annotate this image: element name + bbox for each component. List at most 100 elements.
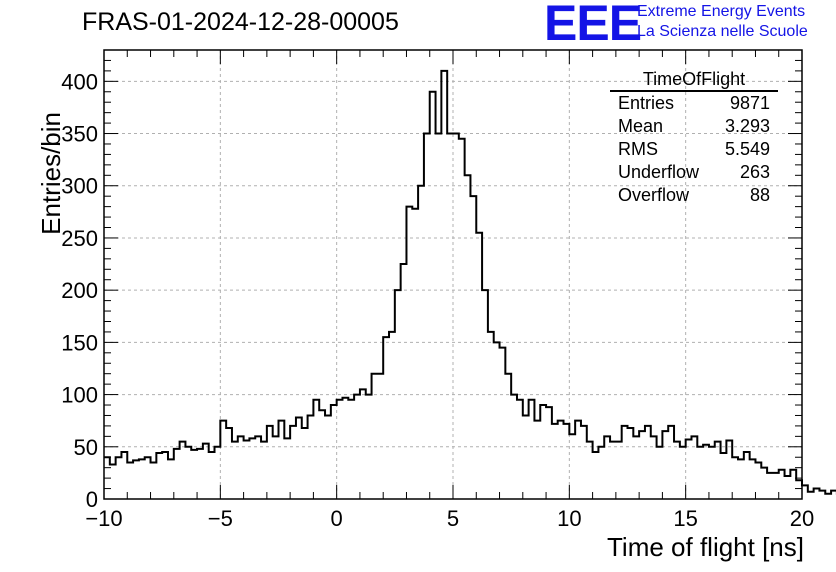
- histogram-bin: [569, 434, 575, 499]
- stats-row-rms: RMS 5.549: [610, 138, 778, 161]
- histogram-bin: [709, 447, 715, 499]
- histogram-bin: [587, 442, 593, 499]
- histogram-bin: [604, 436, 610, 499]
- histogram-bin: [773, 473, 779, 499]
- y-tick-label: 350: [61, 122, 98, 147]
- stats-value: 5.549: [724, 139, 770, 159]
- histogram-bin: [127, 462, 133, 499]
- stats-row-mean: Mean 3.293: [610, 115, 778, 138]
- stats-value: 3.293: [724, 116, 770, 136]
- histogram-bin: [209, 452, 215, 499]
- stats-row-underflow: Underflow 263: [610, 161, 778, 184]
- histogram-bin: [459, 139, 465, 499]
- histogram-bin: [825, 494, 831, 499]
- histogram-bin: [191, 450, 197, 499]
- axes: [103, 49, 803, 500]
- histogram-bin: [366, 395, 372, 499]
- histogram-bin: [436, 134, 442, 499]
- histogram-bin: [546, 407, 552, 499]
- histogram-bin: [697, 447, 703, 499]
- histogram-bin: [726, 441, 732, 499]
- histogram-bin: [610, 442, 616, 499]
- histogram-bin: [447, 134, 453, 499]
- histogram-bin: [575, 421, 581, 499]
- histogram-bin: [645, 426, 651, 499]
- histogram-bin: [721, 453, 727, 499]
- histogram-bin: [424, 134, 430, 499]
- x-tick-label: 0: [331, 506, 343, 531]
- histogram-bin: [354, 395, 360, 499]
- histogram-bin: [691, 436, 697, 499]
- histogram-bin: [360, 389, 366, 499]
- histogram-bin: [133, 460, 139, 499]
- histogram-bin: [372, 374, 378, 499]
- y-tick-label: 400: [61, 69, 98, 94]
- histogram-bin: [616, 442, 622, 499]
- histogram-bin: [814, 489, 820, 499]
- histogram-bin: [244, 441, 250, 499]
- histogram-bin: [319, 410, 325, 499]
- brand-line-2: La Scienza nelle Scuole: [637, 23, 808, 40]
- histogram-bin: [790, 470, 796, 499]
- histogram-bin: [523, 415, 529, 499]
- histogram-bin: [174, 449, 180, 499]
- histogram-bin: [110, 465, 116, 499]
- histogram-bin: [395, 290, 401, 499]
- x-tick-label: 20: [790, 506, 814, 531]
- histogram-bin: [168, 459, 174, 499]
- histogram-bin: [755, 462, 761, 499]
- histogram-bin: [145, 457, 151, 499]
- histogram-bin: [552, 424, 558, 499]
- histogram-bin: [593, 452, 599, 499]
- histogram-bin: [162, 452, 168, 499]
- histogram-bin: [418, 186, 424, 499]
- y-tick-label: 150: [61, 330, 98, 355]
- x-tick-label: 10: [557, 506, 581, 531]
- histogram-bin: [284, 438, 290, 499]
- histogram-bin: [139, 459, 145, 499]
- histogram-bin: [238, 436, 244, 499]
- x-tick-label: −10: [85, 506, 122, 531]
- eee-logo: EEE: [544, 0, 642, 51]
- histogram-bin: [662, 431, 668, 499]
- histogram-bin: [540, 405, 546, 499]
- histogram-bin: [686, 439, 692, 499]
- histogram-bin: [767, 473, 773, 499]
- histogram-bin: [738, 459, 744, 499]
- y-axis-label: Entries/bin: [36, 112, 66, 235]
- y-tick-label: 0: [86, 487, 98, 512]
- histogram-bin: [500, 348, 506, 499]
- histogram-bin: [715, 442, 721, 499]
- histogram-bin: [622, 426, 628, 499]
- y-tick-label: 200: [61, 278, 98, 303]
- histogram-bin: [156, 453, 162, 499]
- histogram-bin: [779, 470, 785, 499]
- histogram-bin: [325, 415, 331, 499]
- histogram-bin: [255, 436, 261, 499]
- histogram-bin: [581, 426, 587, 499]
- histogram-bin: [249, 438, 255, 499]
- x-tick-label: 15: [673, 506, 697, 531]
- stats-label: Entries: [618, 93, 675, 113]
- stats-box: TimeOfFlight Entries 9871 Mean 3.293 RMS 5.54…: [610, 68, 778, 207]
- histogram-bin: [401, 264, 407, 499]
- histogram-bin: [220, 421, 226, 499]
- histogram-bin: [808, 492, 814, 499]
- histogram-bin: [406, 207, 412, 499]
- y-tick-label: 100: [61, 383, 98, 408]
- histogram-bin: [116, 457, 122, 499]
- histogram-bin: [628, 428, 634, 499]
- histogram-bin: [273, 436, 279, 499]
- stats-value: 263: [739, 162, 770, 182]
- stats-label: RMS: [618, 139, 658, 159]
- histogram-bin: [441, 71, 447, 499]
- histogram-bin: [505, 374, 511, 499]
- stats-label: Underflow: [618, 162, 700, 182]
- histogram-bin: [534, 421, 540, 499]
- x-tick-label: 5: [447, 506, 459, 531]
- histogram-bin: [180, 442, 186, 499]
- histogram-bin: [598, 447, 604, 499]
- histogram-bin: [308, 415, 314, 499]
